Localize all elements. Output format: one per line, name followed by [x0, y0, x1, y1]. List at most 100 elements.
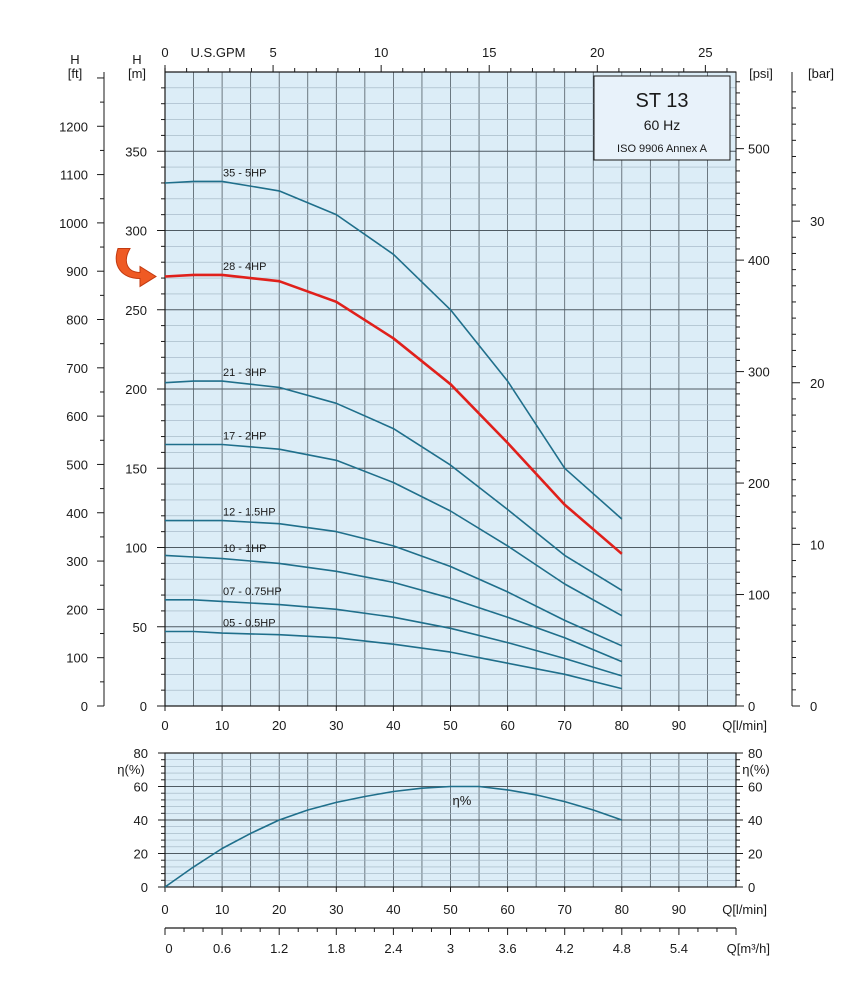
eff-x-tick-label: 20 [272, 902, 286, 917]
m3h-tick-label: 0 [165, 941, 172, 956]
eff-y-tick-label: 20 [134, 847, 148, 862]
x-tick-label: 70 [557, 718, 571, 733]
ft-tick-label: 200 [66, 602, 88, 617]
eff-x-tick-label: 40 [386, 902, 400, 917]
eff-x-tick-label: 30 [329, 902, 343, 917]
x-tick-label: 60 [500, 718, 514, 733]
eff-y-tick-label-right: 40 [748, 813, 762, 828]
title-box [593, 75, 731, 161]
eff-y-tick-label: 60 [134, 780, 148, 795]
bar-tick-label: 0 [810, 699, 817, 714]
y-tick-label: 50 [133, 620, 147, 635]
y-tick-label: 100 [125, 541, 147, 556]
ft-tick-label: 0 [81, 699, 88, 714]
x-tick-label: 10 [215, 718, 229, 733]
eff-y-axis-label: η(%) [117, 762, 144, 777]
eff-x-tick-label: 60 [500, 902, 514, 917]
series-label: 28 - 4HP [223, 261, 266, 273]
eff-y-tick-label-right: 20 [748, 847, 762, 862]
m3h-tick-label: 3.6 [499, 941, 517, 956]
y-tick-label: 150 [125, 461, 147, 476]
series-label: 17 - 2HP [223, 430, 266, 442]
eff-x-tick-label: 50 [443, 902, 457, 917]
y-tick-label: 200 [125, 382, 147, 397]
m3h-tick-label: 3 [447, 941, 454, 956]
m3h-tick-label: 0.6 [213, 941, 231, 956]
x-tick-label: 90 [672, 718, 686, 733]
ft-tick-label: 400 [66, 506, 88, 521]
series-line-0 [164, 180, 623, 520]
psi-tick-label: 400 [748, 253, 770, 268]
gpm-tick-label: 25 [698, 45, 712, 60]
gpm-tick-label: 15 [482, 45, 496, 60]
bar-axis-label: [bar] [808, 66, 834, 81]
ft-tick-label: 800 [66, 313, 88, 328]
ft-axis-label-line1: H [70, 52, 79, 67]
ft-tick-label: 300 [66, 554, 88, 569]
gpm-tick-label: 20 [590, 45, 604, 60]
gpm-axis-label: U.S.GPM [191, 45, 246, 60]
eff-x-axis-label: Q[l/min] [722, 902, 767, 917]
series-label: 07 - 0.75HP [223, 586, 282, 598]
chart-subtitle: 60 Hz [644, 117, 681, 133]
ft-tick-label: 900 [66, 264, 88, 279]
gpm-tick-label: 0 [161, 45, 168, 60]
bar-tick-label: 20 [810, 376, 824, 391]
x-tick-label: 20 [272, 718, 286, 733]
series-line-6 [165, 599, 623, 677]
y-tick-label: 350 [125, 144, 147, 159]
bar-tick-label: 10 [810, 537, 824, 552]
y-axis-label-line1: H [132, 52, 141, 67]
series-label: 05 - 0.5HP [223, 618, 276, 630]
m3h-tick-label: 4.8 [613, 941, 631, 956]
eff-x-tick-label: 90 [672, 902, 686, 917]
eff-y-tick-label-right: 60 [748, 780, 762, 795]
eff-series-line [164, 785, 623, 888]
series-label: 12 - 1.5HP [223, 507, 276, 519]
psi-axis-label: [psi] [749, 66, 773, 81]
ft-tick-label: 1000 [59, 216, 88, 231]
ft-tick-label: 500 [66, 457, 88, 472]
series-label: 21 - 3HP [223, 367, 266, 379]
series-line-2 [164, 380, 623, 591]
psi-tick-label: 100 [748, 588, 770, 603]
eff-y-tick-label-right: 80 [748, 746, 762, 761]
x-tick-label: 0 [161, 718, 168, 733]
psi-tick-label: 200 [748, 476, 770, 491]
eff-y-axis-label-right: η(%) [742, 762, 769, 777]
psi-tick-label: 0 [748, 699, 755, 714]
series-line-1 [164, 273, 623, 555]
ft-tick-label: 1200 [59, 119, 88, 134]
m3h-tick-label: 1.2 [270, 941, 288, 956]
bar-tick-label: 30 [810, 214, 824, 229]
eff-y-tick-label: 80 [134, 746, 148, 761]
y-tick-label: 250 [125, 303, 147, 318]
chart-standard: ISO 9906 Annex A [617, 143, 708, 155]
x-tick-label: 50 [443, 718, 457, 733]
eff-y-tick-label-right: 0 [748, 880, 755, 895]
m3h-axis-label: Q[m³/h] [727, 941, 770, 956]
eff-x-tick-label: 0 [161, 902, 168, 917]
ft-axis-label-line2: [ft] [68, 66, 82, 81]
x-tick-label: 30 [329, 718, 343, 733]
eff-y-tick-label: 0 [141, 880, 148, 895]
gpm-tick-label: 10 [374, 45, 388, 60]
x-axis-label: Q[l/min] [722, 718, 767, 733]
series-line-4 [165, 519, 623, 647]
y-tick-label: 0 [140, 699, 147, 714]
ft-tick-label: 700 [66, 361, 88, 376]
head-panel: 0 10 20 30 40 50 60 70 80 90 Q[l/min]0501001502002… [59, 45, 834, 733]
chart-title: ST 13 [636, 90, 689, 112]
m3h-tick-label: 4.2 [556, 941, 574, 956]
gpm-tick-label: 5 [269, 45, 276, 60]
series-line-5 [164, 554, 623, 663]
ft-tick-label: 600 [66, 409, 88, 424]
eff-y-tick-label: 40 [134, 813, 148, 828]
series-label: 35 - 5HP [223, 167, 266, 179]
m3h-tick-label: 1.8 [327, 941, 345, 956]
series-line-7 [165, 630, 622, 690]
series-line-3 [165, 443, 623, 617]
eff-x-tick-label: 70 [557, 902, 571, 917]
